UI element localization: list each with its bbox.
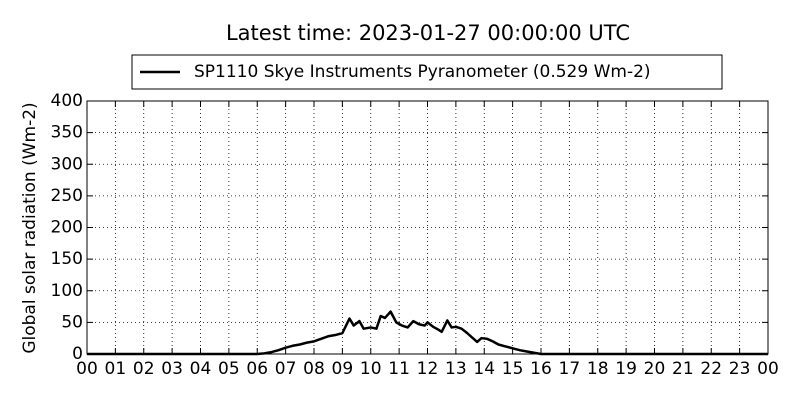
y-tick-label: 0 bbox=[72, 344, 83, 364]
y-axis-label: Global solar radiation (Wm-2) bbox=[20, 102, 40, 353]
x-tick-label: 12 bbox=[417, 359, 439, 379]
x-tick-label: 02 bbox=[133, 359, 155, 379]
y-tick-label: 350 bbox=[51, 123, 83, 143]
x-tick-label: 10 bbox=[360, 359, 382, 379]
x-tick-label: 17 bbox=[559, 359, 581, 379]
x-tick-label: 19 bbox=[615, 359, 637, 379]
data-line bbox=[87, 310, 768, 356]
x-tick-label: 23 bbox=[729, 359, 751, 379]
x-tick-label: 18 bbox=[587, 359, 609, 379]
legend-label: SP1110 Skye Instruments Pyranometer (0.5… bbox=[194, 62, 651, 82]
chart-title: Latest time: 2023-01-27 00:00:00 UTC bbox=[226, 21, 630, 45]
x-tick-label: 09 bbox=[332, 359, 354, 379]
x-tick-label: 22 bbox=[700, 359, 722, 379]
y-tick-label: 100 bbox=[51, 281, 83, 301]
y-tick-label: 200 bbox=[51, 218, 83, 238]
legend-box bbox=[131, 54, 723, 90]
x-tick-label: 14 bbox=[473, 359, 495, 379]
y-tick-label: 400 bbox=[51, 91, 83, 111]
y-tick-label: 250 bbox=[51, 186, 83, 206]
x-tick-label: 07 bbox=[275, 359, 297, 379]
x-tick-label: 00 bbox=[757, 359, 779, 379]
x-tick-label: 00 bbox=[76, 359, 98, 379]
x-tick-label: 21 bbox=[672, 359, 694, 379]
plot-frame bbox=[86, 100, 769, 355]
x-tick-label: 06 bbox=[246, 359, 268, 379]
x-tick-label: 11 bbox=[388, 359, 410, 379]
x-tick-label: 20 bbox=[644, 359, 666, 379]
y-tick-label: 150 bbox=[51, 249, 83, 269]
x-tick-label: 15 bbox=[502, 359, 524, 379]
x-tick-label: 05 bbox=[218, 359, 240, 379]
x-tick-label: 04 bbox=[190, 359, 212, 379]
x-tick-label: 16 bbox=[530, 359, 552, 379]
x-tick-label: 03 bbox=[161, 359, 183, 379]
x-tick-label: 08 bbox=[303, 359, 325, 379]
y-tick-label: 300 bbox=[51, 154, 83, 174]
y-tick-label: 50 bbox=[61, 312, 83, 332]
x-tick-label: 01 bbox=[105, 359, 127, 379]
x-tick-label: 13 bbox=[445, 359, 467, 379]
